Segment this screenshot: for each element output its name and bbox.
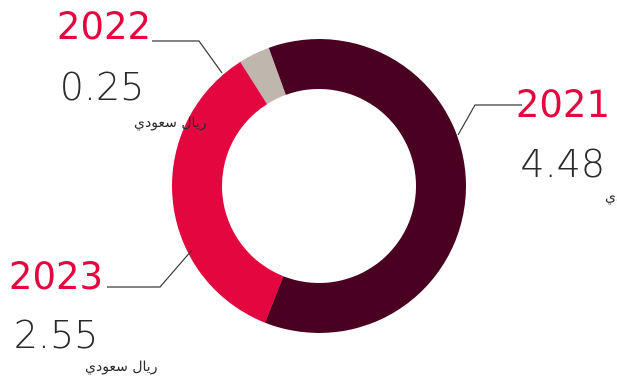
slice-unit-2023: ريال سعودي	[85, 359, 157, 375]
slice-2023	[172, 61, 284, 323]
slice-value-2021: 4.48	[520, 142, 605, 186]
slice-2021	[265, 38, 466, 333]
slice-unit-2021: ريال سعودي	[605, 189, 617, 205]
slice-value-2023: 2.55	[14, 313, 99, 357]
donut-slices	[172, 38, 466, 333]
leader-lines	[107, 40, 522, 288]
slice-2022	[240, 47, 286, 105]
slice-value-2022: 0.25	[60, 65, 145, 109]
slice-label-2023: 2023	[9, 255, 103, 298]
leader-line-2023	[107, 249, 193, 288]
slice-label-2021: 2021	[516, 83, 610, 126]
slice-label-2022: 2022	[57, 5, 151, 48]
leader-line-2021	[457, 104, 522, 136]
slice-unit-2022: ريال سعودي	[134, 115, 206, 131]
leader-line-2022	[152, 40, 223, 74]
